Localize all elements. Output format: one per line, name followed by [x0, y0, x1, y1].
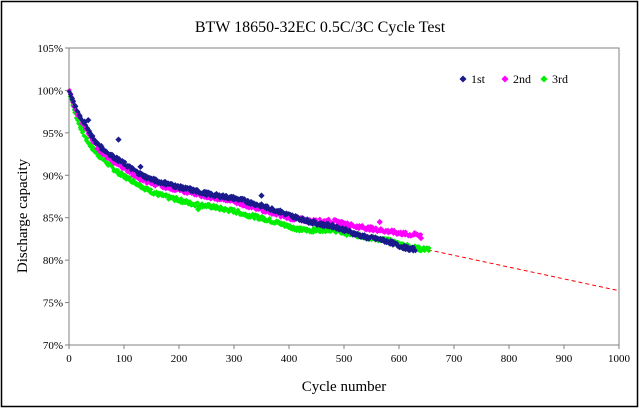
- legend-marker-1st: [459, 75, 467, 83]
- y-tick-label: 90%: [43, 170, 63, 182]
- legend: 1st 2nd 3rd: [459, 72, 568, 86]
- x-tick-label: 700: [446, 353, 463, 365]
- trendline: [420, 247, 620, 292]
- legend-label-1st: 1st: [471, 72, 486, 86]
- y-tick-label: 75%: [43, 298, 63, 310]
- y-tick-label: 105%: [37, 43, 63, 55]
- data-point: [84, 135, 90, 141]
- x-tick-label: 200: [171, 353, 188, 365]
- y-tick-label: 100%: [37, 85, 63, 97]
- x-tick-label: 1000: [608, 353, 631, 365]
- series-1st: [66, 89, 418, 254]
- data-point: [122, 159, 128, 165]
- series-layer: [66, 87, 432, 254]
- y-axis: 70% 75% 80% 85% 90% 95% 100% 105%: [37, 43, 69, 352]
- y-tick-label: 85%: [43, 213, 63, 225]
- x-tick-label: 800: [501, 353, 518, 365]
- y-tick-label: 80%: [43, 255, 63, 267]
- data-point: [71, 98, 77, 104]
- legend-label-3rd: 3rd: [552, 72, 568, 86]
- y-tick-label: 70%: [43, 340, 63, 352]
- x-axis-label: Cycle number: [302, 379, 387, 395]
- data-point: [413, 248, 418, 254]
- data-point: [68, 92, 74, 97]
- y-tick-label: 95%: [43, 128, 63, 140]
- x-tick-label: 900: [556, 353, 573, 365]
- chart-title: BTW 18650-32EC 0.5C/3C Cycle Test: [195, 19, 446, 36]
- x-tick-label: 600: [391, 353, 408, 365]
- x-tick-label: 300: [226, 353, 243, 365]
- data-point: [137, 163, 144, 170]
- x-tick-label: 0: [66, 353, 72, 365]
- data-point: [85, 117, 92, 124]
- data-point: [426, 245, 432, 251]
- legend-label-2nd: 2nd: [513, 72, 531, 86]
- data-point: [186, 184, 194, 192]
- x-tick-label: 100: [116, 353, 133, 365]
- legend-marker-2nd: [501, 75, 509, 83]
- legend-marker-3rd: [540, 75, 548, 83]
- y-axis-label: Discharge capacity: [15, 158, 31, 273]
- plot-area: [68, 47, 620, 346]
- x-tick-label: 500: [336, 353, 353, 365]
- x-axis: 0 100 200 300 400 500 600 700 800 900 1000: [66, 345, 631, 365]
- trendline-layer: [420, 247, 620, 292]
- x-tick-label: 400: [281, 353, 298, 365]
